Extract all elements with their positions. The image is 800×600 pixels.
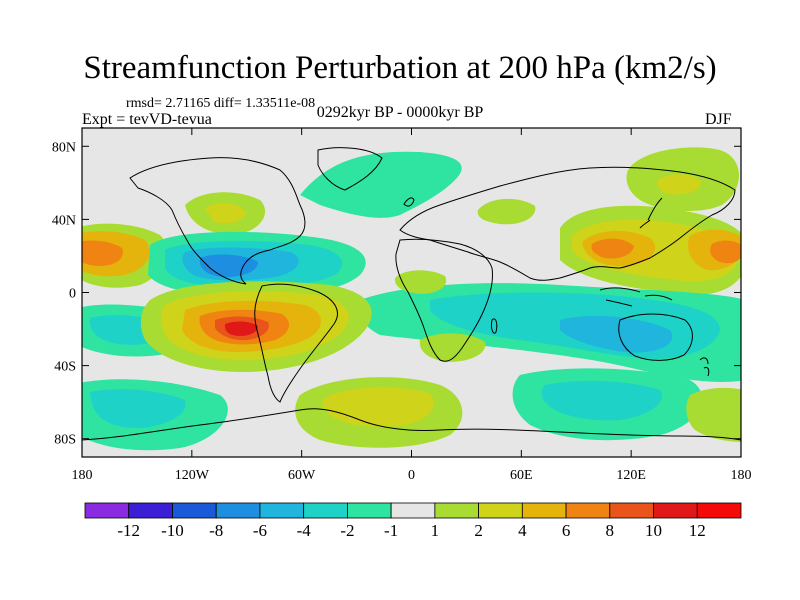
colorbar-label: 10 [645,521,662,540]
axis-ticks: 180 120W 60W 0 60E 120E 180 80N 40N 0 40S 80S [52,128,752,483]
coast-south-america [254,283,338,403]
colorbar-swatch [478,502,523,519]
colorbar-label: -12 [117,521,140,540]
anomaly-south-atlantic-positive-core [322,387,434,427]
colorbar-label: -1 [384,521,398,540]
coastlines [82,147,741,441]
colorbar-swatch [84,502,130,519]
colorbar: -12 -10 -8 -6 -4 -2 -1 1 2 4 6 8 10 12 [84,502,742,540]
colorbar-swatch [609,502,654,519]
colorbar-label: -6 [253,521,267,540]
anomaly-siberia-positive-core [657,174,702,195]
coast-greenland [317,147,383,191]
coast-europe-asia [399,166,736,281]
colorbar-label: 2 [474,521,483,540]
colorbar-swatch [303,502,348,519]
colorbar-swatch [259,502,305,519]
season-label: DJF [705,111,732,128]
colorbar-label: -2 [340,521,354,540]
anomaly-southern-pacific-negative-core [90,389,186,428]
y-tick-label: 80S [54,433,76,448]
x-tick-label: 180 [72,468,93,483]
colorbar-swatch [128,502,173,519]
y-tick-label: 0 [69,287,76,302]
coast-australia [618,313,693,361]
coast-antarctica [82,408,741,441]
colorbar-label: 6 [562,521,571,540]
x-tick-label: 120E [616,468,646,483]
coast-north-america [129,157,306,285]
coast-indonesia [599,287,673,307]
anomaly-pacific-positive-core [710,240,741,264]
x-tick-label: 60E [510,468,533,483]
anomaly-north-america-positive-core [205,203,246,224]
x-tick-label: 120W [175,468,210,483]
y-tick-label: 40N [52,213,76,228]
colorbar-swatch [390,502,436,519]
y-tick-label: 40S [54,360,76,375]
colorbar-label: 12 [689,521,706,540]
contour-fill [82,128,741,457]
coast-madagascar [491,318,498,334]
colorbar-swatch [696,502,742,519]
anomaly-africa-positive [394,270,447,294]
colorbar-label: -10 [161,521,184,540]
x-tick-label: 180 [731,468,752,483]
colorbar-swatch [346,502,392,519]
chart-title: Streamfunction Perturbation at 200 hPa (… [83,50,717,86]
period-label: 0292kyr BP - 0000kyr BP [316,104,484,121]
colorbar-label: 4 [518,521,527,540]
coast-new-zealand [699,357,710,377]
colorbar-swatch [521,502,567,519]
anomaly-north-atlantic-negative [300,151,462,218]
x-tick-label: 60W [288,468,316,483]
anomaly-south-america-positive-core [224,321,258,336]
colorbar-swatch [434,502,480,519]
colorbar-swatch [653,502,698,519]
stats-label: rmsd= 2.71165 diff= 1.33511e-08 [126,96,316,111]
colorbar-label: -8 [209,521,223,540]
colorbar-swatch [172,502,217,519]
anomaly-indian-ocean-negative-core [560,315,673,353]
colorbar-label: 8 [606,521,615,540]
colorbar-swatch [565,502,611,519]
colorbar-label: 1 [431,521,440,540]
anomaly-central-pacific-positive-core [82,240,123,266]
anomaly-europe-positive [477,198,536,225]
coast-africa [395,238,493,362]
x-tick-label: 0 [408,468,415,483]
anomaly-asia-positive-core [591,238,634,259]
colorbar-swatch [215,502,261,519]
experiment-label: Expt = tevVD-tevua [82,111,212,128]
y-tick-label: 80N [52,140,76,155]
anomaly-southern-indian-negative-core [541,380,662,421]
anomaly-southern-pacific-positive [686,387,741,442]
colorbar-label: -4 [297,521,312,540]
coast-british-isles [403,197,415,207]
coast-japan [639,197,663,229]
